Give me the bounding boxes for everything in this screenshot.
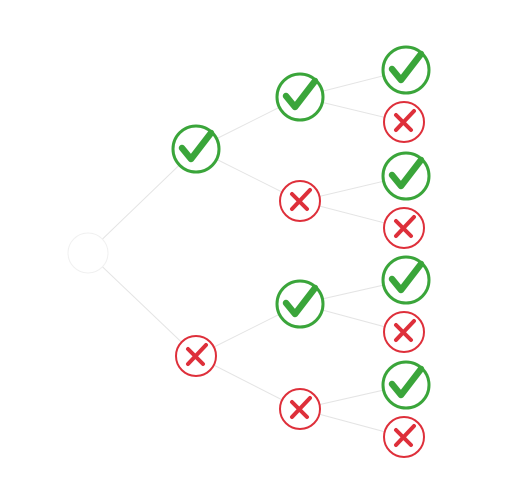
edge-root-to-level1 xyxy=(87,148,197,254)
level3-node-check xyxy=(381,255,431,305)
check-mark-icon xyxy=(388,50,425,84)
check-mark-icon xyxy=(388,156,425,190)
level3-node-cross xyxy=(383,311,425,353)
cross-mark-icon xyxy=(394,109,416,132)
level1-node-check xyxy=(171,124,221,174)
edge-root-to-level1 xyxy=(87,252,197,357)
cross-mark-icon xyxy=(394,319,416,342)
check-mark-icon xyxy=(388,260,425,294)
level3-node-cross xyxy=(383,101,425,143)
check-mark-icon xyxy=(388,365,425,399)
level1-node-cross xyxy=(175,335,217,377)
cross-mark-icon xyxy=(394,424,416,447)
level2-node-cross xyxy=(279,388,321,430)
cross-mark-icon xyxy=(290,188,312,211)
cross-mark-icon xyxy=(394,215,416,238)
level2-node-cross xyxy=(279,180,321,222)
level3-node-check xyxy=(381,151,431,201)
level3-node-cross xyxy=(383,207,425,249)
check-mark-icon xyxy=(282,284,319,318)
check-mark-icon xyxy=(178,129,215,163)
check-mark-icon xyxy=(282,77,319,111)
tree-edges xyxy=(87,69,407,438)
cross-mark-icon xyxy=(186,343,208,366)
tree-nodes xyxy=(67,45,431,458)
cross-mark-icon xyxy=(290,396,312,419)
level2-node-check xyxy=(275,72,325,122)
level2-node-check xyxy=(275,279,325,329)
level3-node-check xyxy=(381,360,431,410)
level3-node-check xyxy=(381,45,431,95)
level3-node-cross xyxy=(383,416,425,458)
root-node xyxy=(67,232,109,274)
